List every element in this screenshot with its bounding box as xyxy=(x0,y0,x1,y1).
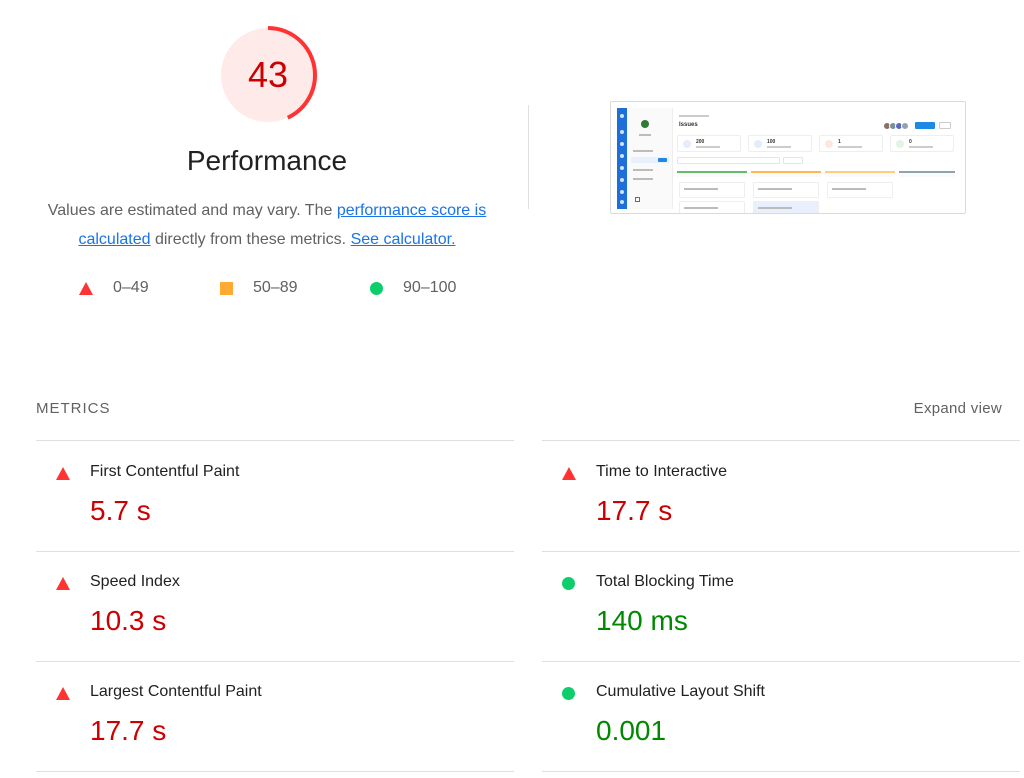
metric-value: 17.7 s xyxy=(596,495,673,526)
legend-range: 50–89 xyxy=(253,279,298,296)
metric-label: Time to Interactive xyxy=(596,463,728,480)
metric-value: 10.3 s xyxy=(90,605,167,636)
performance-score-gauge: 43 xyxy=(217,24,319,126)
legend-range: 90–100 xyxy=(403,279,457,296)
thumbnail-nav-rail xyxy=(617,108,627,209)
metric-largest-contentful-paint: Largest Contentful Paint 17.7 s xyxy=(36,661,506,771)
green-circle-icon xyxy=(562,577,575,590)
score-ring-icon xyxy=(219,26,317,124)
red-triangle-icon xyxy=(56,687,70,700)
performance-score-link[interactable]: performance score is calculated xyxy=(78,202,487,248)
see-calculator-link[interactable]: See calculator. xyxy=(350,231,456,248)
metric-first-contentful-paint: First Contentful Paint 5.7 s xyxy=(36,441,506,551)
divider xyxy=(36,771,514,772)
score-value: 43 xyxy=(247,54,289,95)
description-text-2: directly from these metrics. xyxy=(150,231,351,248)
metric-label: Largest Contentful Paint xyxy=(90,683,262,700)
legend-range: 0–49 xyxy=(113,279,149,296)
thumbnail-page-title: Issues xyxy=(679,122,698,128)
metric-value: 0.001 xyxy=(596,715,667,746)
thumbnail-stat: 0 xyxy=(909,139,912,145)
metric-label: Total Blocking Time xyxy=(596,573,734,590)
thumbnail-sidebar xyxy=(627,108,673,209)
metric-speed-index: Speed Index 10.3 s xyxy=(36,551,506,661)
divider xyxy=(542,661,1020,662)
description-text-1: Values are estimated and may vary. The xyxy=(47,202,337,219)
divider xyxy=(542,440,1020,441)
green-circle-icon xyxy=(370,281,383,295)
divider xyxy=(36,661,514,662)
thumbnail-stat: 1 xyxy=(838,139,841,145)
orange-square-icon xyxy=(220,281,233,295)
metric-value: 140 ms xyxy=(596,605,688,636)
metric-total-blocking-time: Total Blocking Time 140 ms xyxy=(542,551,1012,661)
thumbnail-avatars xyxy=(883,122,913,130)
metric-time-to-interactive: Time to Interactive 17.7 s xyxy=(542,441,1012,551)
red-triangle-icon xyxy=(79,281,93,295)
metrics-heading: METRICS xyxy=(36,400,111,417)
divider xyxy=(542,771,1020,772)
legend-item-fail: 0–49 xyxy=(79,278,149,298)
metric-label: First Contentful Paint xyxy=(90,463,240,480)
thumbnail-stat: 100 xyxy=(767,139,776,145)
final-screenshot-thumbnail[interactable]: Issues 200 100 1 0 xyxy=(610,101,966,214)
divider xyxy=(542,551,1020,552)
vertical-divider xyxy=(528,105,529,209)
divider xyxy=(36,440,514,441)
red-triangle-icon xyxy=(562,467,576,480)
metric-value: 17.7 s xyxy=(90,715,167,746)
metric-label: Cumulative Layout Shift xyxy=(596,683,765,700)
metric-value: 5.7 s xyxy=(90,495,151,526)
red-triangle-icon xyxy=(56,577,70,590)
divider xyxy=(36,551,514,552)
metric-cumulative-layout-shift: Cumulative Layout Shift 0.001 xyxy=(542,661,1012,771)
legend-item-average: 50–89 xyxy=(220,278,298,298)
score-description: Values are estimated and may vary. The p… xyxy=(30,196,504,254)
metric-label: Speed Index xyxy=(90,573,180,590)
legend-item-pass: 90–100 xyxy=(370,278,456,298)
expand-view-button[interactable]: Expand view xyxy=(913,400,1002,417)
red-triangle-icon xyxy=(56,467,70,480)
green-circle-icon xyxy=(562,687,575,700)
page-title: Performance xyxy=(186,145,348,176)
thumbnail-stat: 200 xyxy=(696,139,705,145)
